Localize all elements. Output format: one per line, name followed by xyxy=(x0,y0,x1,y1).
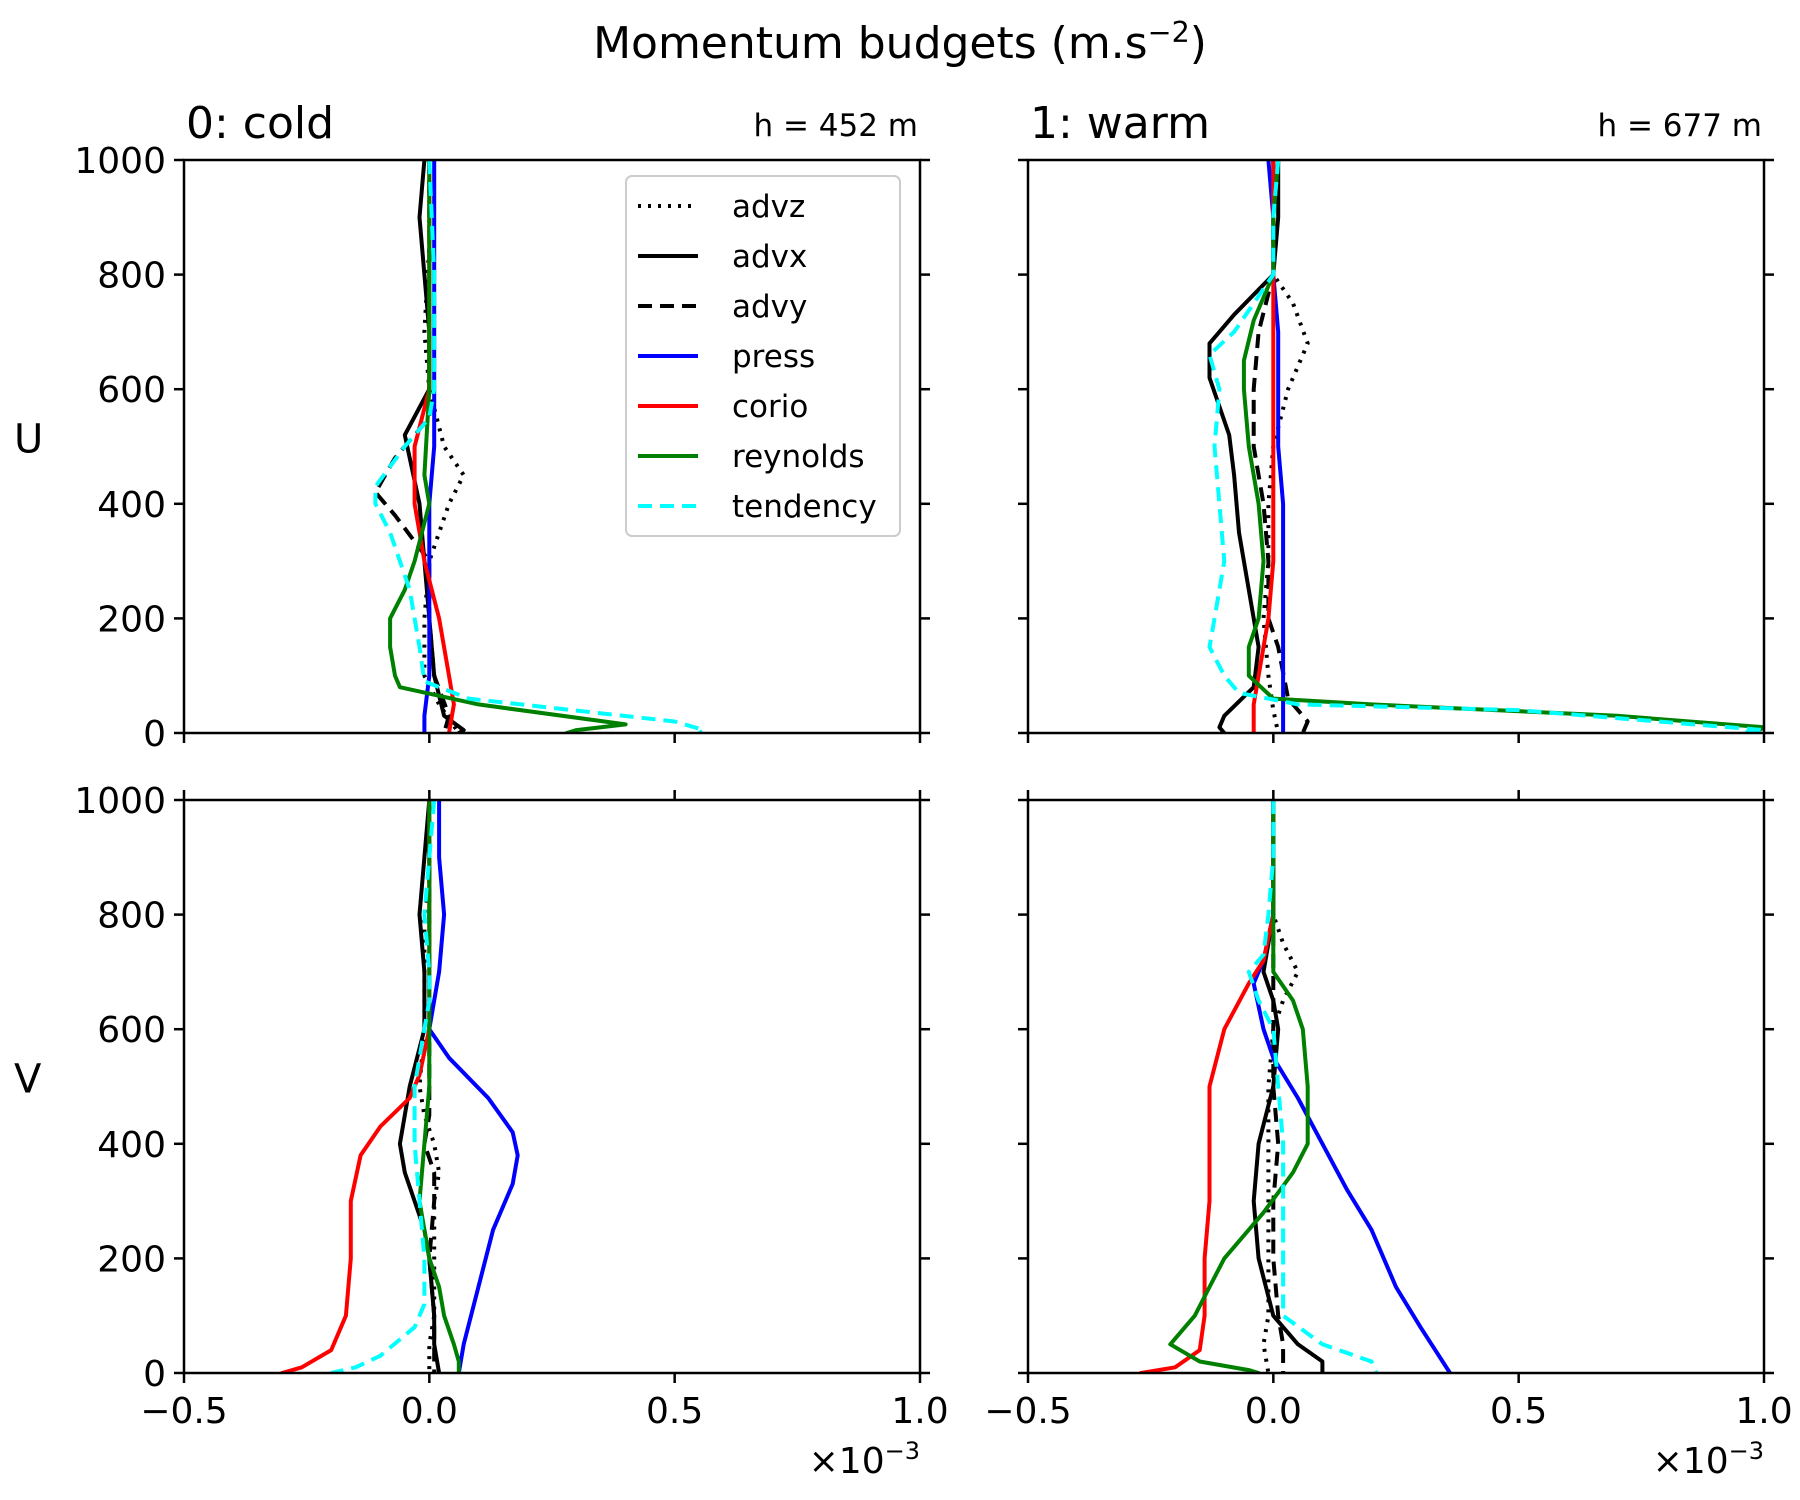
x-multiplier-label: ×10−3 xyxy=(809,1437,920,1482)
y-tick-label: 800 xyxy=(97,256,166,297)
y-tick-label: 200 xyxy=(97,1239,166,1280)
x-tick-label: 0.0 xyxy=(1245,1391,1302,1432)
series-line-advx xyxy=(402,160,466,733)
y-tick-label: 400 xyxy=(97,485,166,526)
y-tick-label: 600 xyxy=(97,370,166,411)
panel-0-0: 0 200 400 600 800 1000 0: cold h = 452 m U xyxy=(14,98,930,755)
series-line-press xyxy=(1251,800,1452,1373)
x-tick-label: 1.0 xyxy=(891,1391,948,1432)
series-line-reynolds xyxy=(388,160,628,733)
x-tick-label: 0.5 xyxy=(646,1391,703,1432)
legend-label-tendency: tendency xyxy=(732,489,877,525)
series-line-advx xyxy=(1207,160,1281,733)
axes-frame xyxy=(1026,158,1766,735)
legend-label-press: press xyxy=(732,339,815,375)
y-tick-label: 0 xyxy=(143,714,166,755)
series-line-advx xyxy=(1251,800,1325,1373)
x-tick-label: 0.5 xyxy=(1490,1391,1547,1432)
series-line-corio xyxy=(280,800,432,1373)
y-tick-label: 400 xyxy=(97,1125,166,1166)
legend-label-advx: advx xyxy=(732,239,807,275)
row-label: V xyxy=(14,1057,42,1103)
axes-frame xyxy=(182,798,922,1375)
y-tick-label: 1000 xyxy=(74,141,166,182)
panels: 0 200 400 600 800 1000 0: cold h = 452 m U 1: war… xyxy=(14,98,1793,1482)
x-tick-label: −0.5 xyxy=(984,1391,1071,1432)
row-label: U xyxy=(14,417,43,463)
x-tick-label: 1.0 xyxy=(1735,1391,1792,1432)
y-tick-label: 0 xyxy=(143,1354,166,1395)
series-line-reynolds xyxy=(1241,160,1764,733)
series-line-tendency xyxy=(373,160,707,733)
panel-1-0: 0 200 400 600 800 1000 −0.5 0.0 0.5 1.0 ×10−3 V xyxy=(14,781,949,1482)
legend-box xyxy=(625,175,901,537)
series-line-press xyxy=(427,800,520,1373)
y-tick-label: 600 xyxy=(97,1010,166,1051)
series-line-advy xyxy=(1271,800,1286,1373)
figure-title: Momentum budgets (m.s−2) xyxy=(593,15,1207,69)
panel-title: 1: warm xyxy=(1030,98,1210,149)
y-tick-label: 200 xyxy=(97,599,166,640)
legend-label-advz: advz xyxy=(732,189,805,225)
series-line-tendency xyxy=(330,800,437,1373)
y-tick-label: 800 xyxy=(97,896,166,937)
legend-label-advy: advy xyxy=(732,289,807,325)
x-tick-label: 0.0 xyxy=(401,1391,458,1432)
axes-frame xyxy=(1026,798,1766,1375)
x-tick-label: −0.5 xyxy=(140,1391,227,1432)
series-group xyxy=(373,160,707,733)
legend-label-corio: corio xyxy=(732,389,808,425)
series-line-advz xyxy=(1261,160,1310,733)
series-group xyxy=(280,800,520,1373)
panel-0-1: 1: warm h = 677 m xyxy=(1018,98,1774,743)
panel-title: 0: cold xyxy=(186,98,334,149)
panel-1-1: −0.5 0.0 0.5 1.0 ×10−3 xyxy=(984,790,1793,1482)
series-group xyxy=(1207,160,1764,733)
series-line-reynolds xyxy=(417,800,461,1373)
series-line-tendency xyxy=(1207,160,1764,733)
legend-label-reynolds: reynolds xyxy=(732,439,865,475)
legend: advz advx advy press corio reynolds tendency xyxy=(625,175,901,537)
y-tick-label: 1000 xyxy=(74,781,166,822)
series-line-advx xyxy=(397,800,442,1373)
axes-frame xyxy=(182,158,922,735)
panel-annotation: h = 677 m xyxy=(1597,108,1762,144)
series-line-advy xyxy=(373,160,451,733)
series-group xyxy=(1138,800,1452,1373)
x-multiplier-label: ×10−3 xyxy=(1653,1437,1764,1482)
panel-annotation: h = 452 m xyxy=(753,108,918,144)
series-line-corio xyxy=(1138,800,1276,1373)
series-line-reynolds xyxy=(1168,800,1310,1373)
series-line-tendency xyxy=(1246,800,1379,1373)
